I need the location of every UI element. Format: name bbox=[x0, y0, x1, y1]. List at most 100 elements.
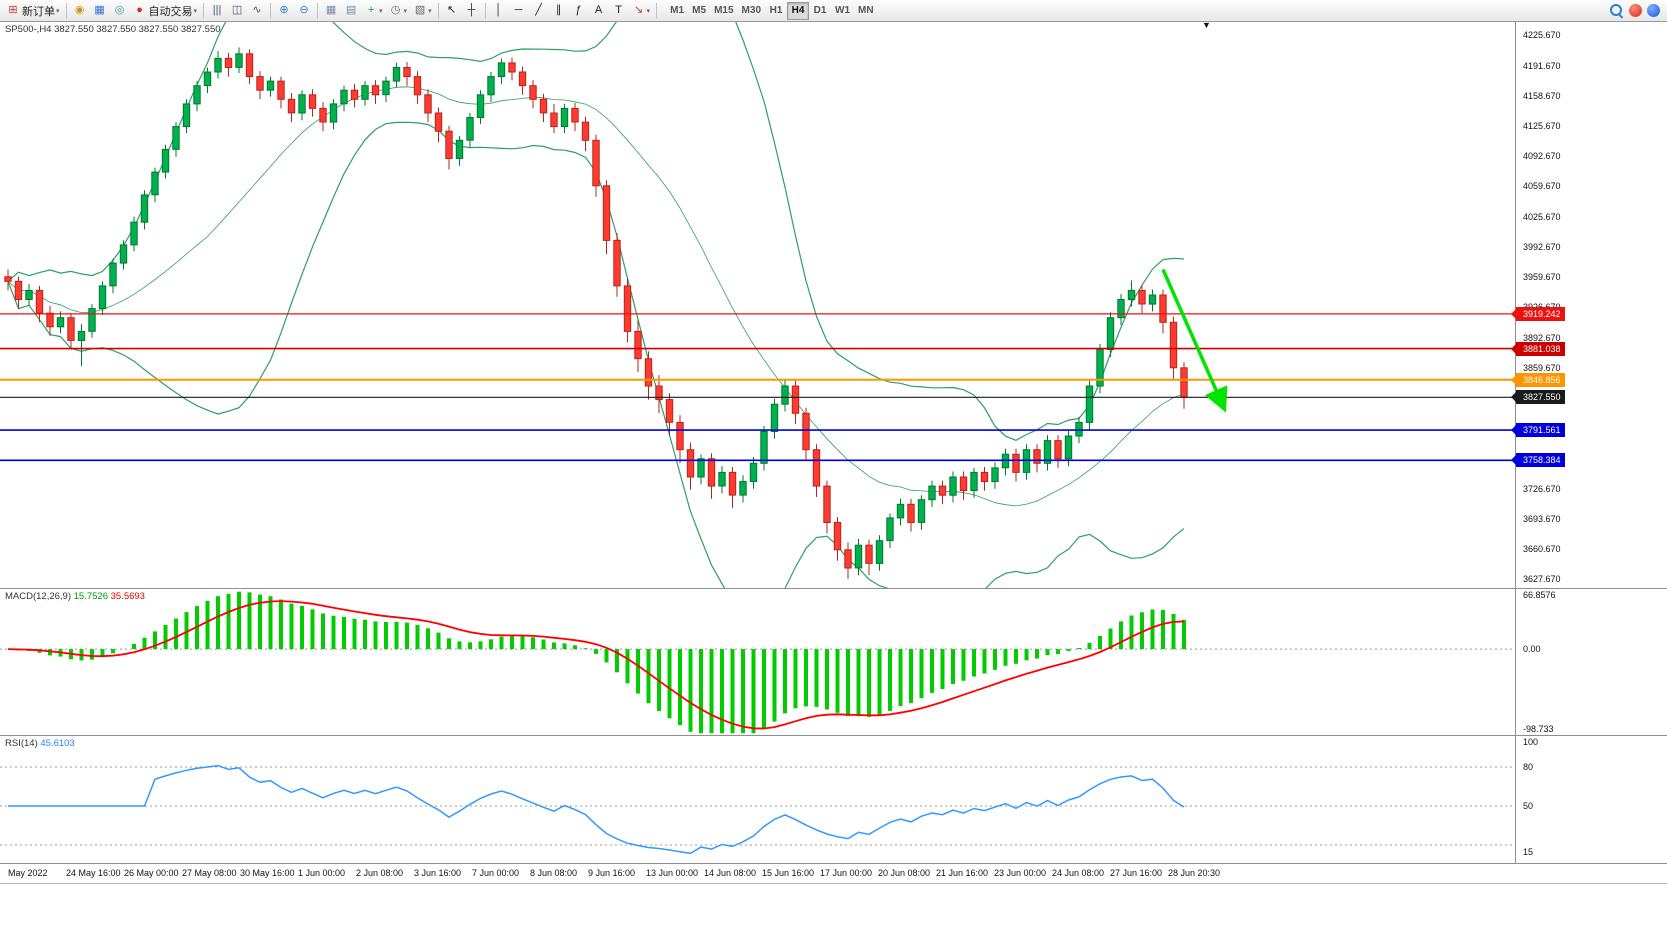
timeframe-group: M1 M5 M15 M30 H1 H4 D1 W1 MN bbox=[666, 1, 878, 20]
rsi-name: RSI(14) bbox=[5, 738, 38, 749]
candles bbox=[4, 47, 1188, 579]
autotrade-icon: ● bbox=[136, 4, 143, 16]
chevron-down-icon: ▾ bbox=[379, 7, 383, 15]
toolbar-separator bbox=[484, 2, 486, 19]
navigator-icon: ◎ bbox=[114, 4, 125, 16]
time-label: 14 Jun 08:00 bbox=[704, 868, 757, 878]
community-red-icon[interactable] bbox=[1629, 4, 1642, 17]
price-tick: 3859.670 bbox=[1523, 363, 1561, 374]
vertical-line-icon: │ bbox=[495, 4, 503, 16]
time-label: 27 Jun 16:00 bbox=[1110, 868, 1163, 878]
market-watch-button[interactable]: ◉ bbox=[70, 2, 90, 20]
line-chart-button[interactable]: ∿ bbox=[247, 2, 267, 20]
label-icon: T bbox=[615, 4, 622, 16]
line-chart-icon: ∿ bbox=[252, 4, 262, 16]
rsi-plot[interactable]: RSI(14) 45.6103 bbox=[0, 736, 1515, 863]
horizontal-line-icon: ─ bbox=[514, 4, 523, 16]
indicators-button[interactable]: + ▾ bbox=[361, 2, 386, 20]
main-chart-plot[interactable]: SP500-,H4 3827.550 3827.550 3827.550 382… bbox=[0, 22, 1515, 588]
macd-name: MACD(12,26,9) bbox=[5, 591, 71, 602]
price-tick: 3693.670 bbox=[1523, 514, 1561, 525]
periods-icon: ◷ bbox=[390, 4, 401, 16]
macd-histogram bbox=[6, 591, 1186, 734]
zoom-in-icon: ⊕ bbox=[279, 4, 289, 16]
main-chart-canvas[interactable] bbox=[0, 22, 1515, 588]
text-icon: A bbox=[594, 4, 603, 16]
macd-axis[interactable]: 66.8576 0.00 -98.733 bbox=[1515, 589, 1667, 735]
bollinger-middle-band bbox=[7, 86, 1185, 507]
periods-button[interactable]: ◷ ▾ bbox=[386, 2, 411, 20]
templates-button[interactable]: ▧ ▾ bbox=[410, 2, 435, 20]
chevron-down-icon: ▾ bbox=[193, 7, 198, 15]
timeframe-m30-button[interactable]: M30 bbox=[738, 2, 765, 20]
timeframe-h4-button[interactable]: H4 bbox=[787, 1, 809, 20]
toolbar-separator bbox=[317, 2, 319, 19]
candlestick-button[interactable]: ◫ bbox=[227, 2, 247, 20]
grid-button[interactable]: ▦ bbox=[321, 2, 341, 20]
rsi-axis[interactable]: 100 80 50 15 bbox=[1515, 736, 1667, 863]
arrows-icon: ↘ bbox=[633, 4, 644, 16]
price-tick: 3660.670 bbox=[1523, 544, 1561, 555]
channel-button[interactable]: ∥ bbox=[549, 2, 569, 20]
time-label: 1 Jun 00:00 bbox=[298, 868, 346, 878]
zoom-in-button[interactable]: ⊕ bbox=[274, 2, 294, 20]
timeframe-h1-button[interactable]: H1 bbox=[765, 2, 787, 20]
rsi-value: 45.6103 bbox=[40, 738, 75, 749]
chart-symbol-ohlc: SP500-,H4 3827.550 3827.550 3827.550 382… bbox=[5, 24, 221, 35]
timeframe-w1-button[interactable]: W1 bbox=[831, 2, 854, 20]
toolbar-separator bbox=[656, 2, 658, 19]
timeframe-m15-button[interactable]: M15 bbox=[710, 2, 737, 20]
new-order-button[interactable]: ⊞ 新订单 ▾ bbox=[3, 2, 63, 20]
community-blue-icon[interactable] bbox=[1647, 4, 1660, 17]
label-button[interactable]: T bbox=[609, 2, 629, 20]
vertical-line-button[interactable]: │ bbox=[489, 2, 509, 20]
crosshair-button[interactable]: ┼ bbox=[462, 2, 482, 20]
rsi-line bbox=[8, 764, 1185, 855]
price-tick: 3627.670 bbox=[1523, 574, 1561, 585]
autotrade-button[interactable]: ● 自动交易 ▾ bbox=[130, 2, 201, 20]
price-axis[interactable]: 4225.670 4191.670 4158.670 4125.670 4092.670… bbox=[1511, 22, 1667, 588]
badge-arrow-icon bbox=[1511, 425, 1516, 436]
badge-arrow-icon bbox=[1511, 374, 1516, 385]
cursor-button[interactable]: ↖ bbox=[442, 2, 462, 20]
templates-icon: ▧ bbox=[414, 4, 426, 16]
time-axis[interactable]: May 2022 24 May 16:00 26 May 00:00 27 May 0… bbox=[0, 864, 1667, 884]
badge-arrow-icon bbox=[1511, 308, 1516, 319]
grid-icon: ▦ bbox=[325, 4, 337, 16]
search-icon[interactable] bbox=[1609, 3, 1624, 18]
autotrade-button-label: 自动交易 bbox=[148, 5, 193, 18]
main-chart-panel: SP500-,H4 3827.550 3827.550 3827.550 382… bbox=[0, 22, 1667, 589]
macd-panel: MACD(12,26,9) 15.7526 35.5693 66.8576 0.0… bbox=[0, 589, 1667, 736]
bar-chart-button[interactable]: ||| bbox=[207, 2, 227, 20]
price-tick: 4125.670 bbox=[1523, 121, 1561, 132]
objects-icon: ▤ bbox=[345, 4, 357, 16]
macd-plot[interactable]: MACD(12,26,9) 15.7526 35.5693 bbox=[0, 589, 1515, 735]
timeframe-d1-button[interactable]: D1 bbox=[809, 2, 831, 20]
price-line-badge: 3919.242 bbox=[1511, 306, 1565, 321]
macd-canvas[interactable] bbox=[0, 589, 1515, 735]
time-label: 28 Jun 20:30 bbox=[1168, 868, 1221, 878]
price-tick: 4059.670 bbox=[1523, 181, 1561, 192]
shift-marker-icon: ▼ bbox=[1202, 22, 1211, 30]
navigator-button[interactable]: ◎ bbox=[110, 2, 130, 20]
toolbar-separator bbox=[437, 2, 439, 19]
arrows-button[interactable]: ↘ ▾ bbox=[629, 2, 654, 20]
rsi-label: RSI(14) 45.6103 bbox=[5, 738, 75, 749]
fibonacci-button[interactable]: ƒ bbox=[569, 2, 589, 20]
toolbar-separator bbox=[270, 2, 272, 19]
price-line-badge: 3827.550 bbox=[1511, 390, 1565, 405]
time-label: May 2022 bbox=[8, 868, 48, 878]
timeframe-mn-button[interactable]: MN bbox=[854, 2, 878, 20]
objects-button[interactable]: ▤ bbox=[341, 2, 361, 20]
rsi-canvas[interactable] bbox=[0, 736, 1515, 863]
trendline-button[interactable]: ╱ bbox=[529, 2, 549, 20]
trend-arrow[interactable] bbox=[1161, 268, 1228, 413]
timeframe-m1-button[interactable]: M1 bbox=[666, 2, 688, 20]
zoom-out-button[interactable]: ⊖ bbox=[294, 2, 314, 20]
price-line-badge: 3881.038 bbox=[1511, 341, 1565, 356]
timeframe-m5-button[interactable]: M5 bbox=[688, 2, 710, 20]
data-window-button[interactable]: ▦ bbox=[90, 2, 110, 20]
horizontal-line-button[interactable]: ─ bbox=[509, 2, 529, 20]
text-button[interactable]: A bbox=[589, 2, 609, 20]
time-label: 15 Jun 16:00 bbox=[762, 868, 815, 878]
